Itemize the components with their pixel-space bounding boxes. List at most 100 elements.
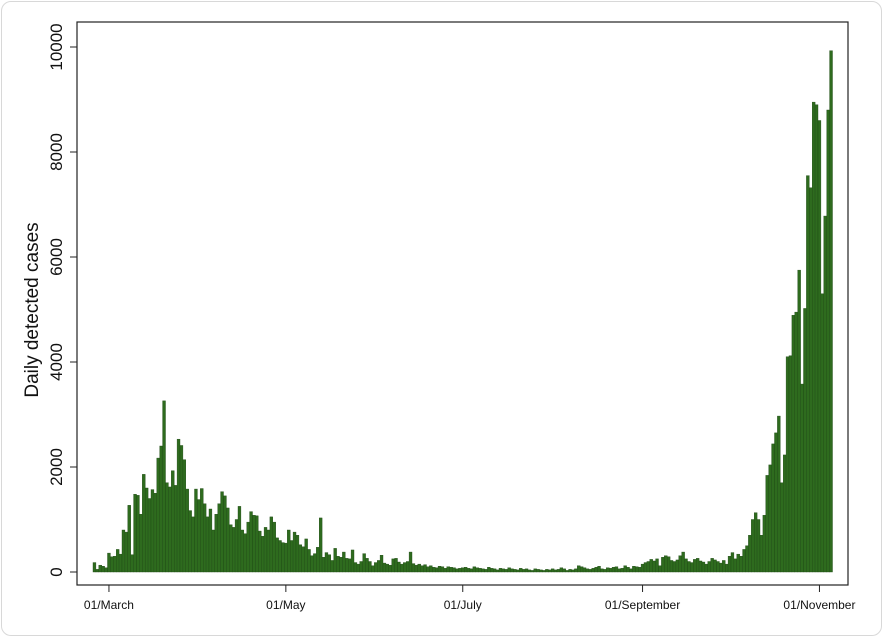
bar: [536, 569, 540, 573]
bar: [185, 488, 189, 573]
bar: [788, 355, 793, 573]
bar: [348, 558, 352, 573]
bar: [226, 507, 230, 573]
bar: [768, 464, 772, 573]
bar: [179, 445, 184, 573]
bar: [487, 567, 491, 573]
bar: [794, 311, 798, 573]
bar: [272, 521, 276, 573]
bar: [339, 557, 343, 573]
bar: [551, 568, 555, 573]
bar: [643, 562, 648, 573]
bar: [191, 516, 195, 573]
y-axis-label: Daily detected cases: [22, 222, 43, 397]
bar: [229, 524, 233, 573]
bar: [461, 567, 465, 573]
bar: [266, 529, 271, 573]
bar: [490, 568, 494, 573]
bar: [527, 569, 532, 573]
bar: [345, 558, 349, 573]
bar: [403, 562, 407, 573]
bar: [95, 569, 100, 573]
bar: [681, 551, 685, 573]
bar: [707, 561, 711, 573]
bars: [92, 50, 833, 573]
bar: [777, 415, 781, 573]
bar: [745, 545, 749, 573]
bar: [765, 475, 769, 573]
bar: [751, 519, 755, 573]
bar: [577, 565, 581, 573]
bar: [223, 495, 227, 573]
bar: [391, 558, 395, 573]
bar: [493, 568, 497, 573]
bar: [754, 512, 758, 573]
bar: [385, 563, 389, 573]
bar: [231, 527, 236, 573]
bar: [110, 556, 114, 573]
bar: [475, 567, 479, 573]
bar: [704, 563, 709, 573]
bar: [553, 569, 558, 573]
bar: [194, 488, 198, 573]
bar: [240, 529, 244, 573]
bar: [785, 356, 790, 573]
bar: [626, 567, 630, 573]
bar: [455, 568, 459, 573]
bar: [696, 558, 700, 573]
bar: [669, 560, 674, 573]
bar: [168, 486, 172, 573]
bar: [629, 568, 633, 573]
bar: [353, 562, 358, 573]
bar: [406, 561, 410, 573]
bar: [414, 564, 418, 573]
bar: [368, 561, 372, 573]
bar: [269, 516, 273, 573]
bar: [690, 562, 694, 573]
bar: [217, 503, 221, 573]
bar: [284, 542, 288, 573]
bar: [736, 553, 740, 573]
bar: [127, 505, 131, 573]
bar: [243, 533, 247, 573]
bar: [159, 445, 163, 573]
bar: [121, 529, 126, 573]
bar: [136, 495, 140, 573]
bar: [661, 557, 665, 573]
y-tick-label: 4000: [47, 343, 66, 381]
bar: [176, 438, 181, 573]
bar: [748, 535, 752, 573]
bar: [809, 187, 813, 573]
bar: [316, 547, 320, 573]
x-axis: 01/March 01/May 01/July 01/September 01/Nove…: [84, 585, 855, 612]
y-tick-label: 10000: [47, 23, 66, 70]
y-tick-label: 6000: [47, 238, 66, 276]
bar: [484, 569, 488, 573]
bar: [394, 558, 398, 573]
bar: [510, 568, 514, 573]
bar: [377, 560, 381, 573]
bar: [638, 567, 642, 573]
bar: [713, 559, 717, 573]
bar: [426, 566, 430, 573]
bar: [800, 383, 804, 573]
bar: [261, 536, 265, 573]
bar: [113, 556, 117, 573]
bar: [275, 537, 279, 573]
bar: [153, 493, 157, 573]
bar: [333, 548, 337, 573]
bar: [658, 565, 662, 573]
bar: [791, 315, 796, 573]
bar: [234, 519, 239, 573]
y-tick-label: 2000: [47, 448, 66, 486]
bar: [562, 568, 566, 573]
bar: [313, 553, 317, 573]
bar: [655, 558, 659, 573]
bar: [400, 563, 404, 573]
bar: [548, 569, 552, 573]
bar: [632, 566, 636, 573]
bar: [307, 549, 311, 573]
bar: [319, 517, 323, 573]
bar: [759, 535, 764, 573]
